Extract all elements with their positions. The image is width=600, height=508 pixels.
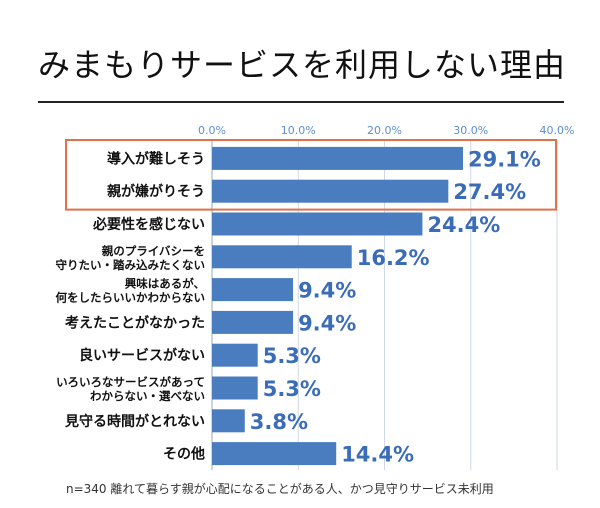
category-label: 興味はあるが、 [125, 277, 205, 291]
category-label: 必要性を感じない [92, 216, 205, 233]
category-label: 守りたい・踏み込みたくない [56, 258, 206, 272]
bar-value-label: 5.3% [263, 377, 321, 401]
category-label: わからない・選べない [90, 389, 205, 403]
highlight-box [65, 139, 557, 211]
x-tick-label: 40.0% [540, 124, 575, 137]
footnote: n=340 離れて暮らす親が心配になることがある人、かつ見守りサービス未利用 [66, 482, 494, 496]
bar-value-label: 24.4% [427, 213, 500, 237]
x-tick-label: 30.0% [453, 124, 488, 137]
x-tick-label: 0.0% [198, 124, 226, 137]
bar-value-label: 29.1% [468, 147, 541, 171]
bar-value-label: 9.4% [298, 311, 356, 335]
bar [212, 343, 258, 367]
category-label: その他 [163, 446, 205, 463]
category-label: 良いサービスがない [79, 347, 205, 364]
bar [212, 442, 337, 466]
bar-value-label: 16.2% [357, 246, 430, 270]
x-tick-label: 10.0% [281, 124, 316, 137]
category-label: 親が嫌がりそう [107, 183, 205, 200]
bar [212, 245, 352, 269]
title-underline [38, 101, 564, 103]
category-label: 親のプライバシーを [102, 244, 205, 258]
bar-value-label: 27.4% [453, 180, 526, 204]
bar-value-label: 3.8% [250, 410, 308, 434]
bar-value-label: 9.4% [298, 279, 356, 303]
category-label: 見守る時間がとれない [64, 413, 205, 430]
bar [212, 179, 449, 203]
bar [212, 212, 423, 236]
category-label: 何をしたらいいかわからない [56, 291, 206, 305]
bar-value-label: 14.4% [341, 443, 414, 467]
category-label: いろいろなサービスがあって [56, 375, 205, 389]
bar [212, 146, 463, 170]
x-tick-label: 20.0% [367, 124, 402, 137]
category-label: 考えたことがなかった [65, 314, 205, 331]
bar [212, 409, 245, 433]
bar-value-label: 5.3% [263, 344, 321, 368]
bar [212, 310, 294, 334]
bar [212, 376, 258, 400]
chart-title: みまもりサービスを利用しない理由 [38, 46, 567, 84]
category-label: 導入が難しそう [107, 150, 205, 167]
bar [212, 278, 294, 302]
